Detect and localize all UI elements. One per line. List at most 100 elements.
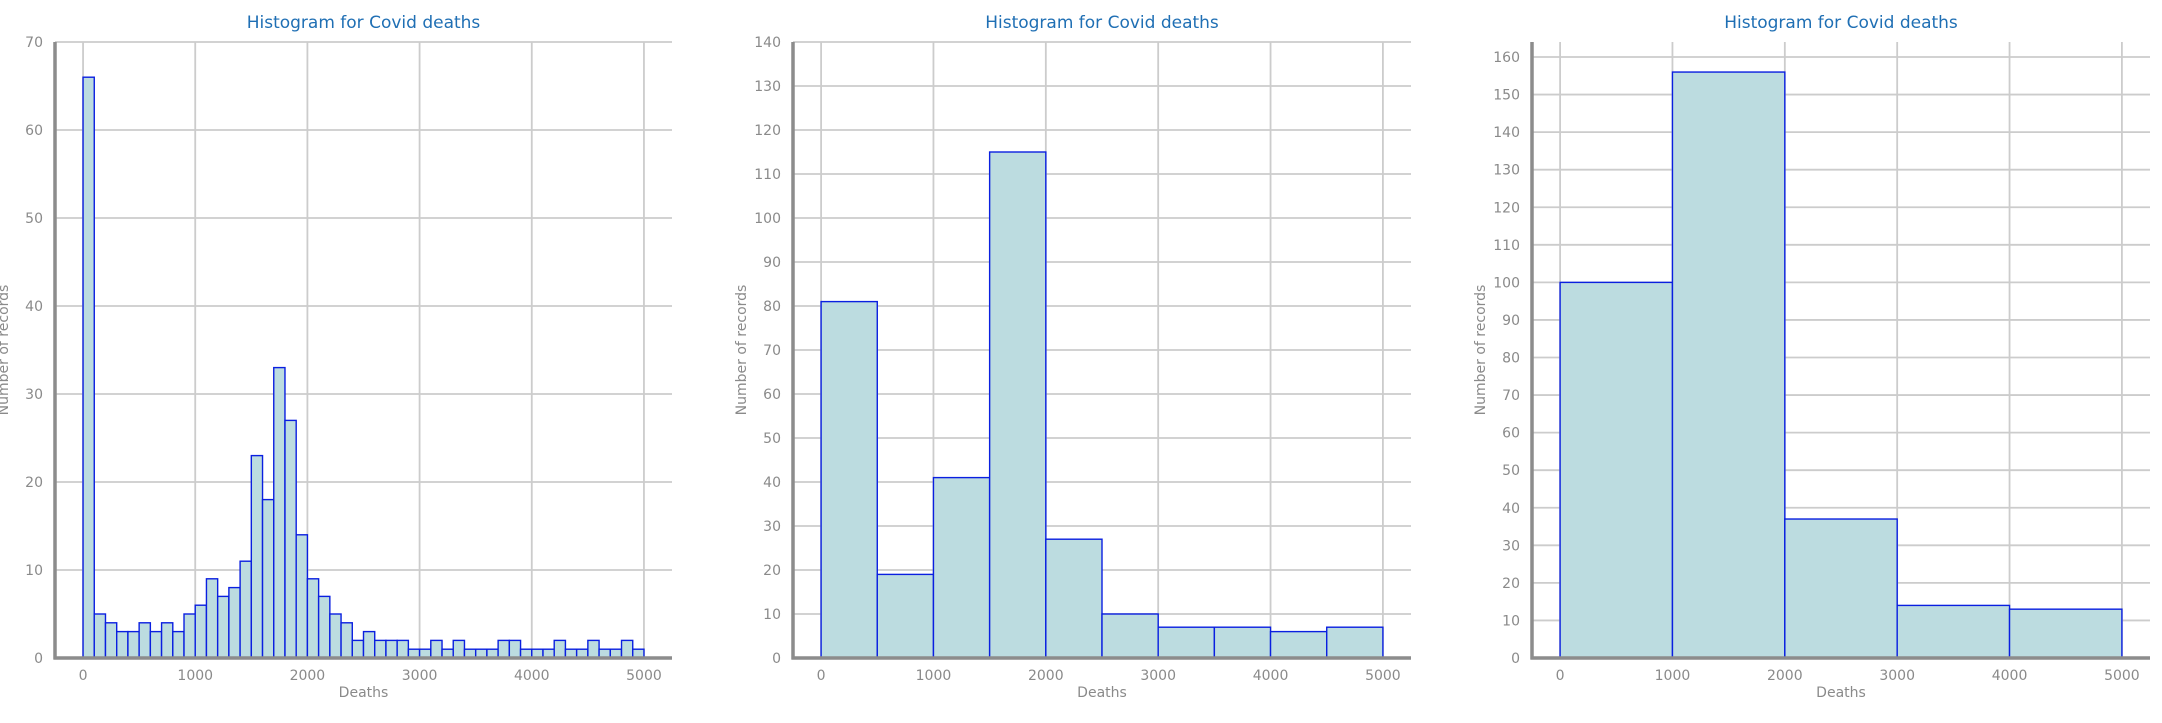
histogram-bar	[115, 630, 129, 659]
y-tick-label: 130	[754, 79, 781, 95]
histogram-bar	[820, 300, 878, 659]
y-tick-label: 0	[772, 651, 781, 667]
histogram-bar	[374, 639, 387, 659]
y-tick-label: 100	[1493, 275, 1520, 291]
histogram-bar	[273, 366, 286, 659]
histogram-bar	[194, 604, 208, 659]
y-tick-label: 10	[763, 607, 781, 623]
y-tick-label: 50	[1502, 463, 1520, 479]
y-tick-label: 40	[1502, 501, 1520, 517]
histogram-bar	[216, 595, 230, 659]
chart-title: Histogram for Covid deaths	[985, 13, 1219, 33]
x-tick-label: 3000	[402, 668, 438, 684]
y-tick-label: 70	[763, 343, 781, 359]
y-tick-label: 30	[1502, 538, 1520, 554]
histogram-bar	[284, 419, 297, 659]
chart-title: Histogram for Covid deaths	[1724, 13, 1958, 33]
y-tick-label: 80	[1502, 351, 1520, 367]
x-tick-label: 0	[1556, 668, 1565, 684]
x-tick-label: 5000	[1365, 668, 1401, 684]
histogram-bar	[497, 639, 511, 659]
histogram-bar	[1559, 281, 1674, 659]
y-tick-label: 50	[763, 431, 781, 447]
x-tick-label: 2000	[1767, 668, 1803, 684]
x-tick-label: 3000	[1879, 668, 1915, 684]
y-tick-label: 90	[1502, 313, 1520, 329]
histogram-bar	[138, 622, 152, 659]
y-tick-label: 0	[1511, 651, 1520, 667]
y-tick-label: 90	[763, 255, 781, 271]
histogram-bar	[329, 613, 342, 659]
y-tick-label: 10	[1502, 613, 1520, 629]
x-tick-label: 1000	[177, 668, 213, 684]
y-tick-label: 40	[763, 475, 781, 491]
y-tick-label: 130	[1493, 163, 1520, 179]
histogram-bar	[452, 639, 466, 659]
x-tick-label: 4000	[514, 668, 550, 684]
histogram-bar	[306, 578, 320, 659]
x-axis-label: Deaths	[339, 685, 389, 701]
histogram-bar	[104, 622, 118, 659]
y-axis-label: Number of records	[734, 285, 750, 416]
histogram-bar	[1269, 630, 1328, 659]
histogram-bar	[1896, 604, 2011, 659]
chart-panel-3: 0 1000 2000 3000 4000 5000 0 10 20 30 40 50 60 70 80 90…	[1473, 13, 2150, 701]
histogram-bar	[82, 76, 95, 659]
histogram-bar	[172, 630, 185, 659]
histogram-bar	[1157, 626, 1216, 659]
histogram-bar	[295, 534, 309, 659]
y-tick-label: 40	[25, 299, 43, 315]
histogram-bar	[385, 639, 398, 659]
x-tick-label: 1000	[1655, 668, 1691, 684]
y-tick-label: 120	[754, 123, 781, 139]
histogram-bar	[261, 498, 275, 659]
x-tick-label: 5000	[2104, 668, 2140, 684]
y-tick-label: 140	[1493, 125, 1520, 141]
x-tick-label: 1000	[916, 668, 952, 684]
y-tick-label: 60	[1502, 426, 1520, 442]
y-tick-label: 120	[1493, 200, 1520, 216]
y-axis-label: Number of records	[0, 285, 12, 416]
y-tick-label: 100	[754, 211, 781, 227]
y-tick-label: 60	[25, 123, 43, 139]
histogram-bar	[362, 630, 376, 659]
y-tick-label: 80	[763, 299, 781, 315]
histogram-bar	[239, 560, 253, 659]
histogram-bar	[250, 454, 264, 659]
y-tick-label: 20	[763, 563, 781, 579]
histogram-bar	[93, 613, 107, 659]
histogram-bar	[205, 578, 219, 659]
x-tick-label: 5000	[626, 668, 662, 684]
chart-panel-2: 0 1000 2000 3000 4000 5000 0 10 20 30 40 50 60 70 80 90…	[734, 13, 1411, 701]
x-axis-label: Deaths	[1077, 685, 1127, 701]
histogram-bar	[932, 476, 991, 659]
histogram-bar	[587, 639, 600, 659]
x-tick-label: 2000	[290, 668, 326, 684]
histogram-bar	[183, 613, 196, 659]
histogram-bar	[1784, 518, 1898, 659]
x-axis-label: Deaths	[1816, 685, 1866, 701]
x-tick-label: 4000	[1253, 668, 1289, 684]
y-tick-label: 30	[25, 387, 43, 403]
x-tick-label: 0	[817, 668, 826, 684]
histogram-bar	[553, 639, 567, 659]
histogram-bar	[228, 586, 241, 659]
chart-title: Histogram for Covid deaths	[247, 13, 481, 33]
y-tick-label: 10	[25, 563, 43, 579]
histogram-bar	[396, 639, 410, 659]
histogram-bar	[160, 622, 174, 659]
y-tick-label: 140	[754, 35, 781, 51]
y-tick-label: 20	[25, 475, 43, 491]
histogram-bar	[620, 639, 634, 659]
histogram-bar	[1326, 626, 1384, 659]
chart-panel-1: 0 1000 2000 3000 4000 5000 0 10 20 30 40 50 60 70 Hist…	[0, 13, 672, 701]
histogram-bar	[1213, 626, 1272, 659]
x-tick-label: 4000	[1992, 668, 2028, 684]
y-tick-label: 70	[25, 35, 43, 51]
histogram-bar	[317, 595, 331, 659]
histogram-bar	[988, 151, 1047, 659]
histogram-bar	[127, 630, 140, 659]
x-tick-label: 0	[79, 668, 88, 684]
y-axis-label: Number of records	[1473, 285, 1489, 416]
